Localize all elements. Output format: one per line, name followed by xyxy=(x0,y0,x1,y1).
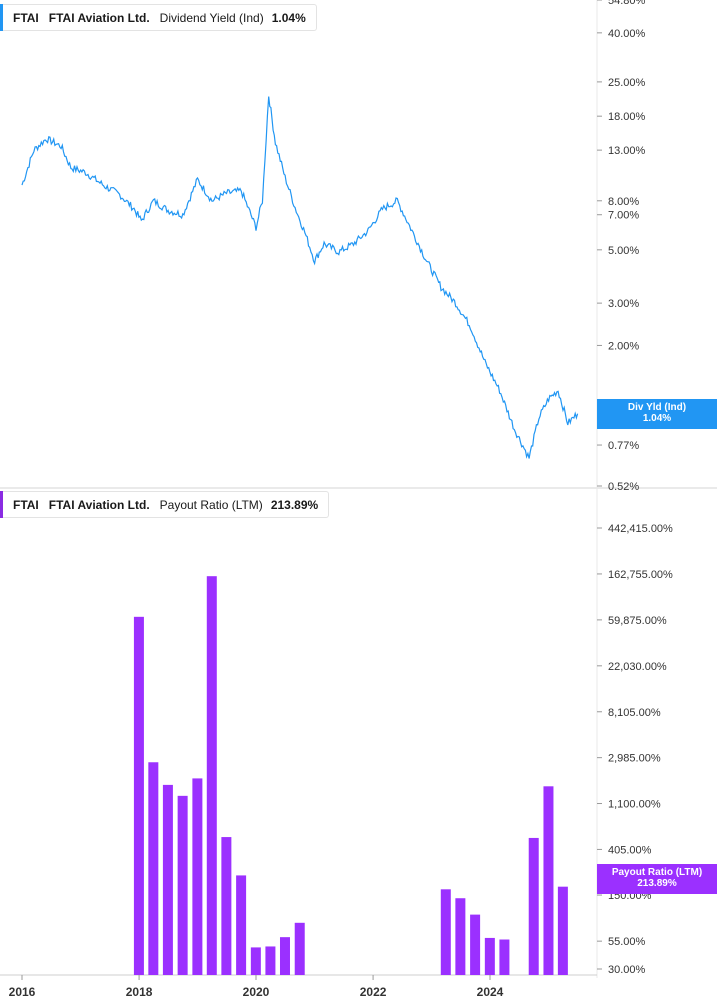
bottom-y-tick-label: 59,875.00% xyxy=(608,615,667,627)
x-tick-label: 2016 xyxy=(9,985,36,999)
top-legend-metric: Dividend Yield (Ind) xyxy=(159,10,264,25)
payout-ratio-bar[interactable] xyxy=(557,886,568,975)
bottom-legend[interactable]: FTAI FTAI Aviation Ltd. Payout Ratio (LT… xyxy=(0,491,330,518)
payout-ratio-bar[interactable] xyxy=(294,922,305,975)
top-y-tick-label: 0.77% xyxy=(608,440,639,452)
payout-ratio-bar[interactable] xyxy=(148,762,159,975)
payout-ratio-bar[interactable] xyxy=(221,837,232,975)
top-y-tick-label: 18.00% xyxy=(608,111,646,123)
x-tick-label: 2022 xyxy=(360,985,387,999)
payout-ratio-bar[interactable] xyxy=(250,947,261,975)
x-tick-label: 2018 xyxy=(126,985,153,999)
payout-ratio-bar[interactable] xyxy=(206,576,217,975)
bottom-y-tick-label: 2,985.00% xyxy=(608,753,661,765)
payout-ratio-bar[interactable] xyxy=(499,939,510,975)
payout-ratio-bar[interactable] xyxy=(528,837,539,975)
bottom-y-tick-label: 55.00% xyxy=(608,936,646,948)
payout-ratio-bar[interactable] xyxy=(543,786,554,975)
bottom-legend-value: 213.89% xyxy=(270,497,319,512)
top-y-tick-label: 40.00% xyxy=(608,28,646,40)
payout-ratio-bar[interactable] xyxy=(162,784,173,975)
dividend-yield-line xyxy=(21,96,579,459)
dividend-yield-tag-label: Div Yld (Ind) xyxy=(627,402,687,413)
payout-ratio-bars xyxy=(133,576,568,975)
top-y-tick-label: 25.00% xyxy=(608,77,646,89)
top-legend-color-bar xyxy=(0,4,3,31)
bottom-legend-color-bar xyxy=(0,491,3,518)
dividend-yield-value-tag: Div Yld (Ind) 1.04% xyxy=(597,399,717,429)
payout-ratio-bar[interactable] xyxy=(470,914,481,975)
top-legend-value: 1.04% xyxy=(271,10,306,25)
top-y-tick-label: 54.80% xyxy=(608,0,646,7)
bottom-y-tick-label: 1,100.00% xyxy=(608,799,661,811)
x-tick-label: 2024 xyxy=(477,985,504,999)
top-y-axis-ticks: 54.80% 40.00% 25.00% 18.00% 13.00% 8.00% 7.00%… xyxy=(597,0,646,493)
x-axis-ticks: 2016 2018 2020 2022 2024 xyxy=(9,975,504,999)
top-y-tick-label: 2.00% xyxy=(608,340,639,352)
bottom-legend-company: FTAI Aviation Ltd. xyxy=(48,497,150,512)
bottom-y-tick-label: 8,105.00% xyxy=(608,707,661,719)
payout-ratio-value-tag: Payout Ratio (LTM) 213.89% xyxy=(597,864,717,894)
top-y-tick-label: 3.00% xyxy=(608,298,639,310)
top-legend[interactable]: FTAI FTAI Aviation Ltd. Dividend Yield (… xyxy=(0,4,317,31)
top-legend-symbol: FTAI xyxy=(13,10,39,25)
payout-ratio-bar[interactable] xyxy=(265,946,276,975)
top-y-tick-label: 8.00% xyxy=(608,196,639,208)
bottom-y-tick-label: 405.00% xyxy=(608,844,652,856)
payout-ratio-bar[interactable] xyxy=(236,875,247,975)
payout-ratio-bar[interactable] xyxy=(484,937,495,975)
payout-ratio-bar[interactable] xyxy=(133,616,144,975)
payout-ratio-bar[interactable] xyxy=(455,898,466,975)
payout-ratio-bar[interactable] xyxy=(440,889,451,975)
top-y-tick-label: 0.52% xyxy=(608,481,639,493)
top-y-tick-label: 13.00% xyxy=(608,145,646,157)
payout-ratio-bar[interactable] xyxy=(279,937,290,975)
top-legend-company: FTAI Aviation Ltd. xyxy=(48,10,150,25)
dividend-yield-tag-value: 1.04% xyxy=(642,413,672,424)
bottom-legend-symbol: FTAI xyxy=(13,497,39,512)
bottom-y-tick-label: 162,755.00% xyxy=(608,569,673,581)
payout-ratio-bar[interactable] xyxy=(192,778,203,975)
top-y-tick-label: 7.00% xyxy=(608,210,639,222)
x-tick-label: 2020 xyxy=(243,985,270,999)
bottom-y-tick-label: 442,415.00% xyxy=(608,523,673,535)
bottom-y-tick-label: 22,030.00% xyxy=(608,661,667,673)
bottom-y-tick-label: 30.00% xyxy=(608,964,646,976)
top-y-tick-label: 5.00% xyxy=(608,245,639,257)
bottom-y-axis-ticks: 442,415.00% 162,755.00% 59,875.00% 22,030.0… xyxy=(597,523,673,976)
payout-ratio-bar[interactable] xyxy=(177,795,188,975)
payout-ratio-tag-label: Payout Ratio (LTM) xyxy=(611,867,703,878)
bottom-legend-metric: Payout Ratio (LTM) xyxy=(159,497,263,512)
payout-ratio-tag-value: 213.89% xyxy=(637,878,677,889)
